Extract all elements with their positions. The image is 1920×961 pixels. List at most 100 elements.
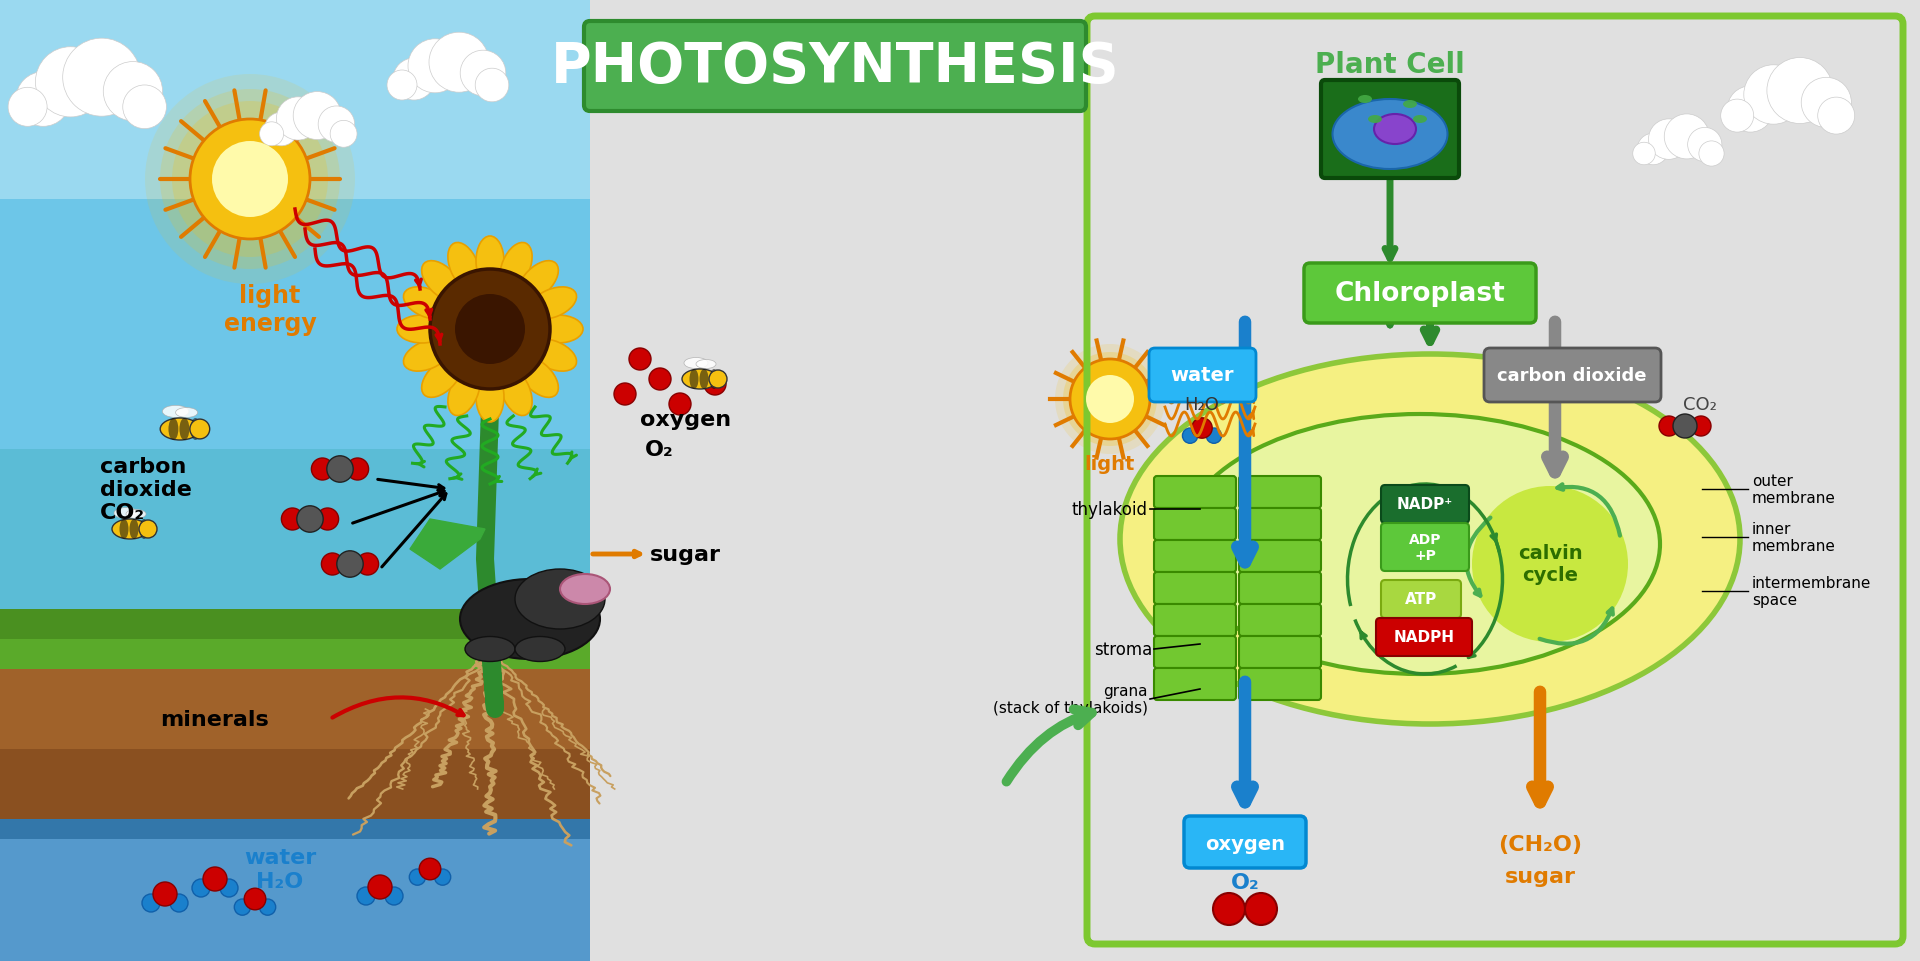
Circle shape xyxy=(455,295,524,364)
Ellipse shape xyxy=(119,520,129,539)
Circle shape xyxy=(394,59,436,101)
FancyBboxPatch shape xyxy=(1377,618,1473,656)
Circle shape xyxy=(192,879,209,897)
Circle shape xyxy=(614,383,636,406)
Ellipse shape xyxy=(403,339,451,372)
Text: outer
membrane: outer membrane xyxy=(1751,474,1836,505)
Circle shape xyxy=(1818,98,1855,135)
Circle shape xyxy=(357,887,374,905)
Polygon shape xyxy=(0,609,589,650)
Ellipse shape xyxy=(1375,115,1417,145)
Ellipse shape xyxy=(1332,100,1448,170)
Polygon shape xyxy=(0,819,589,961)
Ellipse shape xyxy=(461,579,601,659)
Circle shape xyxy=(419,858,442,880)
Circle shape xyxy=(1692,416,1711,436)
Circle shape xyxy=(259,123,284,147)
Circle shape xyxy=(173,102,328,258)
Ellipse shape xyxy=(447,243,480,290)
FancyBboxPatch shape xyxy=(1380,580,1461,618)
Circle shape xyxy=(276,98,319,141)
Text: oxygen: oxygen xyxy=(1206,835,1284,853)
Circle shape xyxy=(154,882,177,906)
Polygon shape xyxy=(0,750,589,819)
Circle shape xyxy=(123,86,167,130)
Circle shape xyxy=(386,887,403,905)
Circle shape xyxy=(1665,114,1709,160)
FancyBboxPatch shape xyxy=(1238,540,1321,573)
Circle shape xyxy=(234,899,250,915)
Circle shape xyxy=(336,552,363,578)
Circle shape xyxy=(311,458,334,480)
FancyBboxPatch shape xyxy=(1238,636,1321,668)
Ellipse shape xyxy=(129,520,138,539)
Circle shape xyxy=(211,142,288,218)
FancyBboxPatch shape xyxy=(1380,485,1469,524)
Circle shape xyxy=(35,48,106,118)
Circle shape xyxy=(1069,359,1150,439)
Circle shape xyxy=(348,458,369,480)
Circle shape xyxy=(326,456,353,482)
Circle shape xyxy=(265,113,298,147)
Ellipse shape xyxy=(465,637,515,662)
Circle shape xyxy=(1473,486,1628,642)
Text: water
H₂O: water H₂O xyxy=(244,848,317,891)
Text: sugar: sugar xyxy=(1505,866,1576,886)
Ellipse shape xyxy=(422,357,463,398)
FancyBboxPatch shape xyxy=(1154,508,1236,540)
Circle shape xyxy=(668,394,691,415)
Circle shape xyxy=(1192,418,1212,439)
Ellipse shape xyxy=(561,575,611,604)
Text: ATP: ATP xyxy=(1405,592,1438,606)
Text: calvin
cycle: calvin cycle xyxy=(1517,544,1582,585)
FancyBboxPatch shape xyxy=(1238,668,1321,701)
Ellipse shape xyxy=(499,243,532,290)
Circle shape xyxy=(409,39,463,94)
Ellipse shape xyxy=(499,369,532,416)
FancyBboxPatch shape xyxy=(1238,604,1321,636)
FancyBboxPatch shape xyxy=(1304,263,1536,324)
Circle shape xyxy=(705,374,726,396)
Circle shape xyxy=(190,120,309,239)
Circle shape xyxy=(430,270,549,389)
Polygon shape xyxy=(0,654,589,819)
FancyBboxPatch shape xyxy=(1380,524,1469,572)
Ellipse shape xyxy=(175,408,198,418)
Circle shape xyxy=(244,888,265,910)
Circle shape xyxy=(190,420,209,439)
Ellipse shape xyxy=(159,419,200,440)
FancyBboxPatch shape xyxy=(1154,636,1236,668)
FancyBboxPatch shape xyxy=(1185,816,1306,868)
Ellipse shape xyxy=(1404,101,1417,109)
Polygon shape xyxy=(0,0,589,200)
Ellipse shape xyxy=(476,236,505,286)
Circle shape xyxy=(1699,142,1724,167)
Text: inner
membrane: inner membrane xyxy=(1751,521,1836,554)
Text: grana
(stack of thylakoids): grana (stack of thylakoids) xyxy=(993,683,1148,715)
Circle shape xyxy=(221,879,238,897)
FancyBboxPatch shape xyxy=(584,22,1087,111)
Circle shape xyxy=(321,554,344,576)
FancyBboxPatch shape xyxy=(1321,81,1459,179)
Ellipse shape xyxy=(518,357,559,398)
Polygon shape xyxy=(0,200,589,450)
Circle shape xyxy=(63,39,140,117)
Circle shape xyxy=(159,90,340,270)
Circle shape xyxy=(1087,376,1135,424)
Circle shape xyxy=(476,69,509,103)
Ellipse shape xyxy=(710,370,718,389)
Circle shape xyxy=(1206,429,1221,444)
Ellipse shape xyxy=(111,520,148,539)
Circle shape xyxy=(1728,86,1774,133)
Circle shape xyxy=(630,349,651,371)
FancyBboxPatch shape xyxy=(1238,477,1321,508)
Text: water: water xyxy=(1171,366,1235,385)
Ellipse shape xyxy=(697,360,716,369)
Text: (CH₂O): (CH₂O) xyxy=(1498,834,1582,854)
Text: stroma: stroma xyxy=(1094,640,1152,658)
Circle shape xyxy=(15,73,71,127)
Polygon shape xyxy=(0,819,589,839)
Circle shape xyxy=(708,371,728,388)
Ellipse shape xyxy=(1367,116,1382,124)
Circle shape xyxy=(1766,59,1834,124)
